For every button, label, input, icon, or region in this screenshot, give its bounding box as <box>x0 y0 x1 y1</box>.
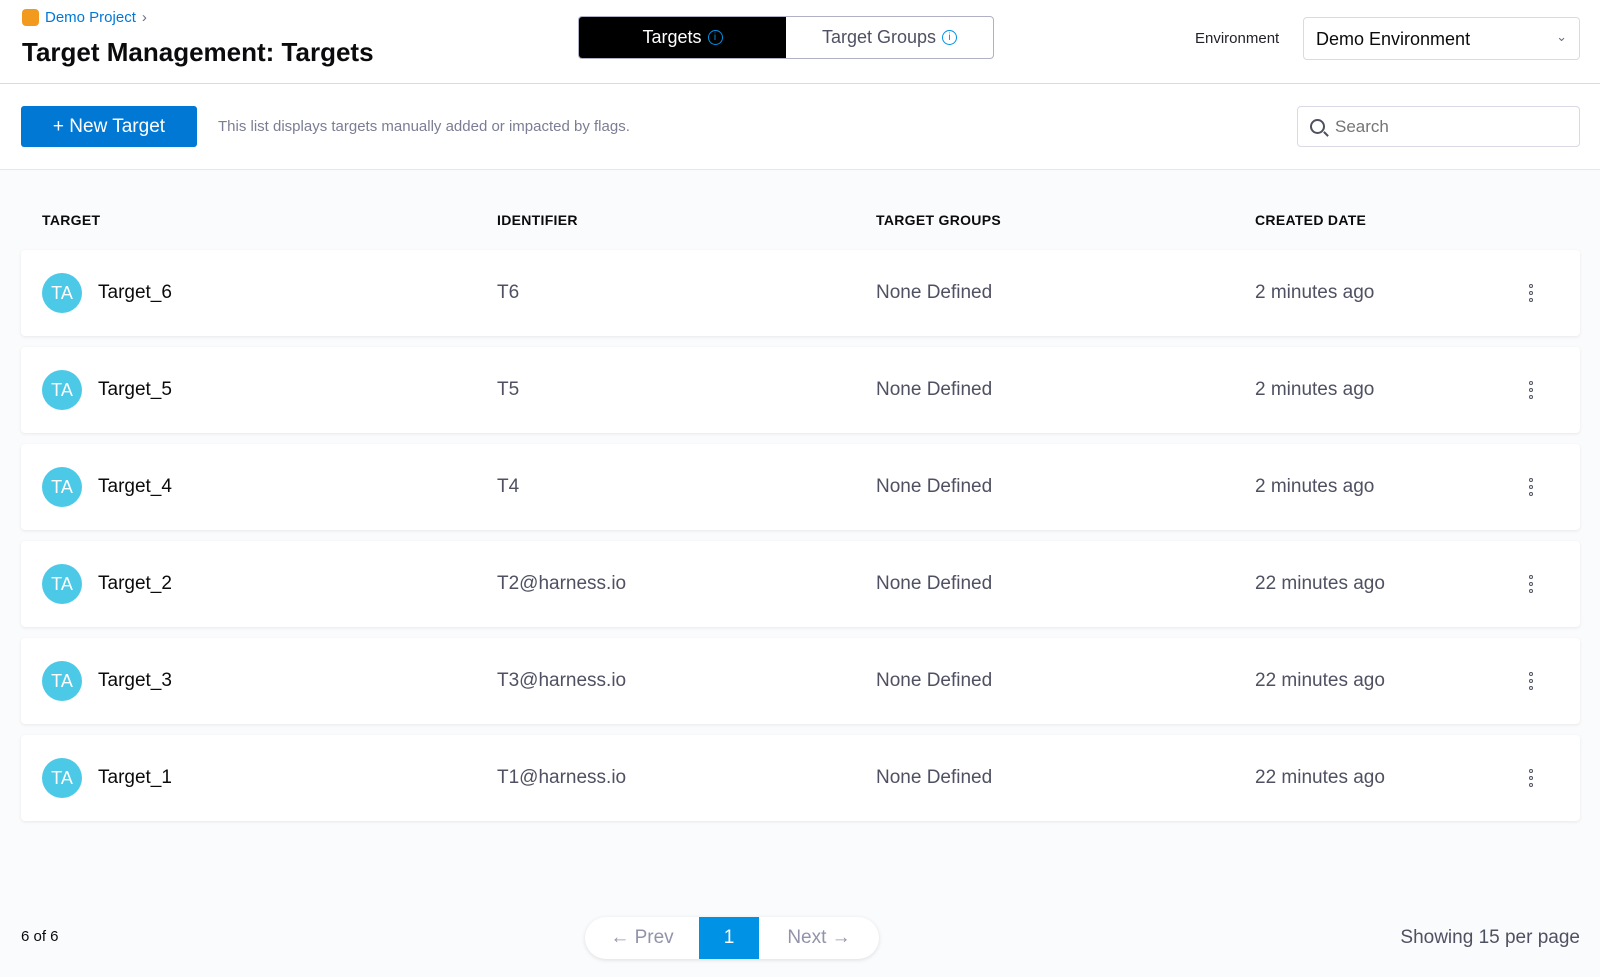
target-identifier: T6 <box>497 282 520 303</box>
avatar: TA <box>42 370 82 410</box>
more-options-icon[interactable] <box>1521 575 1541 593</box>
page-1-button[interactable]: 1 <box>699 917 759 959</box>
created-date: 2 minutes ago <box>1255 282 1375 303</box>
avatar: TA <box>42 273 82 313</box>
created-date: 2 minutes ago <box>1255 476 1375 497</box>
tab-label: Targets <box>642 27 702 47</box>
pagination: ← Prev 1 Next → <box>585 917 879 959</box>
breadcrumb[interactable]: Demo Project › <box>22 9 147 26</box>
environment-label: Environment <box>1195 30 1280 47</box>
target-name[interactable]: Target_3 <box>98 670 172 691</box>
view-toggle: Targets i Target Groups i <box>578 16 994 59</box>
new-target-button[interactable]: + New Target <box>21 106 197 147</box>
table-row[interactable]: TA Target_3 T3@harness.io None Defined 2… <box>21 638 1580 724</box>
target-groups: None Defined <box>876 767 993 788</box>
tab-target-groups[interactable]: Target Groups i <box>786 17 993 58</box>
target-identifier: T1@harness.io <box>497 767 627 788</box>
more-options-icon[interactable] <box>1521 478 1541 496</box>
target-identifier: T5 <box>497 379 520 400</box>
table-row[interactable]: TA Target_6 T6 None Defined 2 minutes ag… <box>21 250 1580 336</box>
chevron-down-icon: ⌄ <box>1556 29 1567 44</box>
info-icon[interactable]: i <box>942 30 958 45</box>
created-date: 22 minutes ago <box>1255 767 1385 788</box>
target-groups: None Defined <box>876 476 993 497</box>
search-icon <box>1310 119 1325 134</box>
avatar: TA <box>42 661 82 701</box>
breadcrumb-project[interactable]: Demo Project <box>45 9 136 26</box>
target-groups: None Defined <box>876 379 993 400</box>
more-options-icon[interactable] <box>1521 672 1541 690</box>
more-options-icon[interactable] <box>1521 284 1541 302</box>
column-header-target-groups: TARGET GROUPS <box>876 212 1001 228</box>
created-date: 22 minutes ago <box>1255 670 1385 691</box>
next-button[interactable]: Next → <box>787 927 851 948</box>
search-box[interactable] <box>1297 106 1580 147</box>
target-identifier: T2@harness.io <box>497 573 627 594</box>
page-title: Target Management: Targets <box>22 37 374 67</box>
table-row[interactable]: TA Target_5 T5 None Defined 2 minutes ag… <box>21 347 1580 433</box>
environment-select[interactable]: Demo Environment ⌄ <box>1303 17 1580 60</box>
avatar: TA <box>42 758 82 798</box>
target-name[interactable]: Target_1 <box>98 767 172 788</box>
list-description: This list displays targets manually adde… <box>218 118 630 135</box>
table-row[interactable]: TA Target_4 T4 None Defined 2 minutes ag… <box>21 444 1580 530</box>
project-logo-icon <box>22 9 39 26</box>
target-identifier: T4 <box>497 476 520 497</box>
target-groups: None Defined <box>876 670 993 691</box>
page-header: Demo Project › Target Management: Target… <box>0 0 1600 84</box>
environment-value: Demo Environment <box>1316 29 1471 49</box>
target-groups: None Defined <box>876 282 993 303</box>
more-options-icon[interactable] <box>1521 381 1541 399</box>
chevron-right-icon: › <box>141 9 147 26</box>
target-groups: None Defined <box>876 573 993 594</box>
column-header-target: TARGET <box>42 212 101 228</box>
avatar: TA <box>42 564 82 604</box>
target-name[interactable]: Target_4 <box>98 476 172 497</box>
avatar: TA <box>42 467 82 507</box>
created-date: 22 minutes ago <box>1255 573 1385 594</box>
result-count: 6 of 6 <box>21 928 59 945</box>
column-header-identifier: IDENTIFIER <box>497 212 578 228</box>
search-input[interactable] <box>1335 116 1555 137</box>
created-date: 2 minutes ago <box>1255 379 1375 400</box>
column-header-created-date: CREATED DATE <box>1255 212 1367 228</box>
tab-label: Target Groups <box>821 27 937 47</box>
target-name[interactable]: Target_6 <box>98 282 172 303</box>
more-options-icon[interactable] <box>1521 769 1541 787</box>
target-name[interactable]: Target_5 <box>98 379 172 400</box>
target-name[interactable]: Target_2 <box>98 573 172 594</box>
tab-targets[interactable]: Targets i <box>579 17 786 58</box>
prev-button[interactable]: ← Prev <box>610 927 674 948</box>
target-identifier: T3@harness.io <box>497 670 627 691</box>
table-row[interactable]: TA Target_1 T1@harness.io None Defined 2… <box>21 735 1580 821</box>
info-icon[interactable]: i <box>707 30 723 45</box>
table-row[interactable]: TA Target_2 T2@harness.io None Defined 2… <box>21 541 1580 627</box>
toolbar: + New Target This list displays targets … <box>0 84 1600 170</box>
per-page-label: Showing 15 per page <box>1400 927 1580 948</box>
